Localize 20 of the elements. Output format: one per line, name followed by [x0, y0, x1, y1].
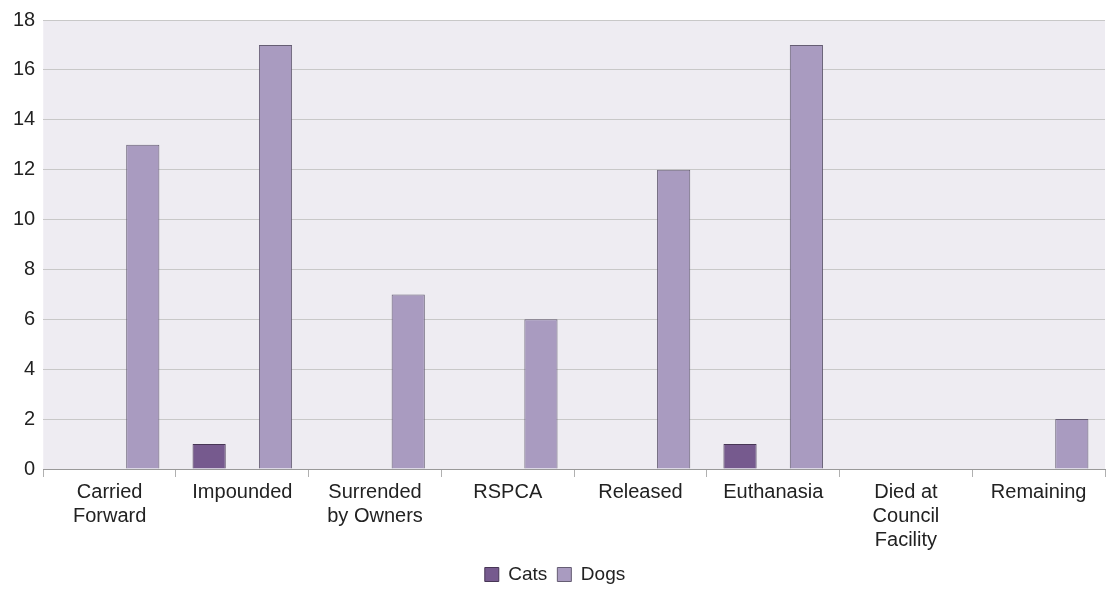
y-tick-label: 8 — [24, 256, 36, 279]
legend-label: Dogs — [580, 562, 626, 584]
x-tick-label: Carried Forward — [72, 479, 147, 526]
x-tick-label: Died at Council Facility — [872, 479, 940, 550]
x-tick-label: Remaining — [990, 479, 1087, 502]
y-tick-label: 12 — [13, 157, 36, 180]
x-tick-label: Impounded — [192, 479, 293, 502]
x-tick-label: Euthanasia — [723, 479, 825, 502]
y-tick-label: 4 — [24, 356, 36, 379]
y-tick-label: 16 — [13, 57, 36, 80]
y-tick-label: 14 — [13, 107, 36, 130]
legend-label: Cats — [508, 562, 548, 584]
y-tick-label: 0 — [24, 456, 36, 479]
y-tick-label: 2 — [24, 406, 36, 429]
y-tick-label: 10 — [13, 207, 36, 230]
x-tick-label: Released — [598, 479, 683, 502]
x-tick-label: RSPCA — [473, 479, 543, 502]
x-tick-label: Surrended by Owners — [327, 479, 423, 526]
y-tick-label: 18 — [13, 7, 36, 30]
y-tick-label: 6 — [24, 306, 36, 329]
